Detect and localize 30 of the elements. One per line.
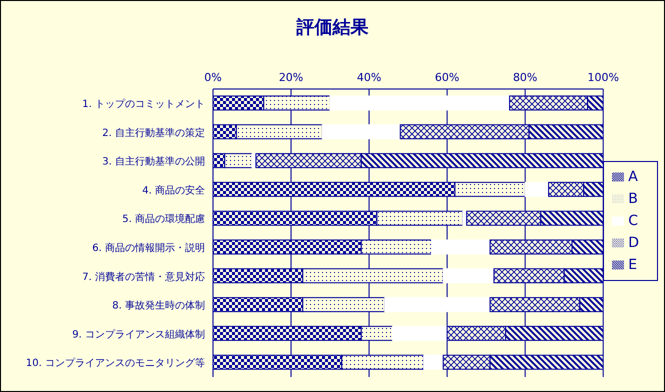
y-tick-label: 7. 消費者の苦情・意見対応 (82, 270, 205, 283)
bar (423, 354, 444, 370)
x-tick-label: 20% (278, 71, 304, 84)
bar (384, 297, 491, 312)
y-tick-label: 4. 商品の安全 (142, 184, 205, 196)
y-tick-label: 10. コンプライアンスのモニタリング等 (26, 357, 205, 370)
legend-label: E (628, 257, 638, 273)
bar (442, 268, 494, 284)
x-tick-label: 0% (204, 71, 222, 84)
x-tick-label: 80% (512, 71, 538, 84)
x-tick-label: 40% (356, 71, 382, 84)
y-tick-label: 8. 事故発生時の体制 (112, 300, 205, 312)
legend-label: C (628, 213, 638, 229)
y-tick-label: 2. 自主行動基準の策定 (102, 126, 205, 139)
y-tick-label: 5. 商品の環境配慮 (122, 213, 205, 226)
x-tick-label: 100% (587, 71, 619, 84)
bar (330, 96, 510, 110)
chart-title: 評価結果 (295, 16, 370, 39)
y-tick-label: 9. コンプライアンス組織体制 (72, 328, 205, 340)
bar (392, 326, 448, 341)
bar (524, 182, 550, 197)
bar (431, 240, 491, 254)
y-tick-label: 1. トップのコミットメント (82, 98, 205, 110)
x-tick-label: 60% (434, 71, 460, 84)
y-tick-label: 3. 自主行動基準の公開 (102, 156, 205, 168)
legend-label: B (628, 191, 638, 207)
legend-label: A (628, 169, 638, 185)
legend-label: D (628, 235, 639, 251)
bar (322, 124, 401, 140)
y-tick-label: 6. 商品の情報開示・説明 (92, 242, 205, 254)
